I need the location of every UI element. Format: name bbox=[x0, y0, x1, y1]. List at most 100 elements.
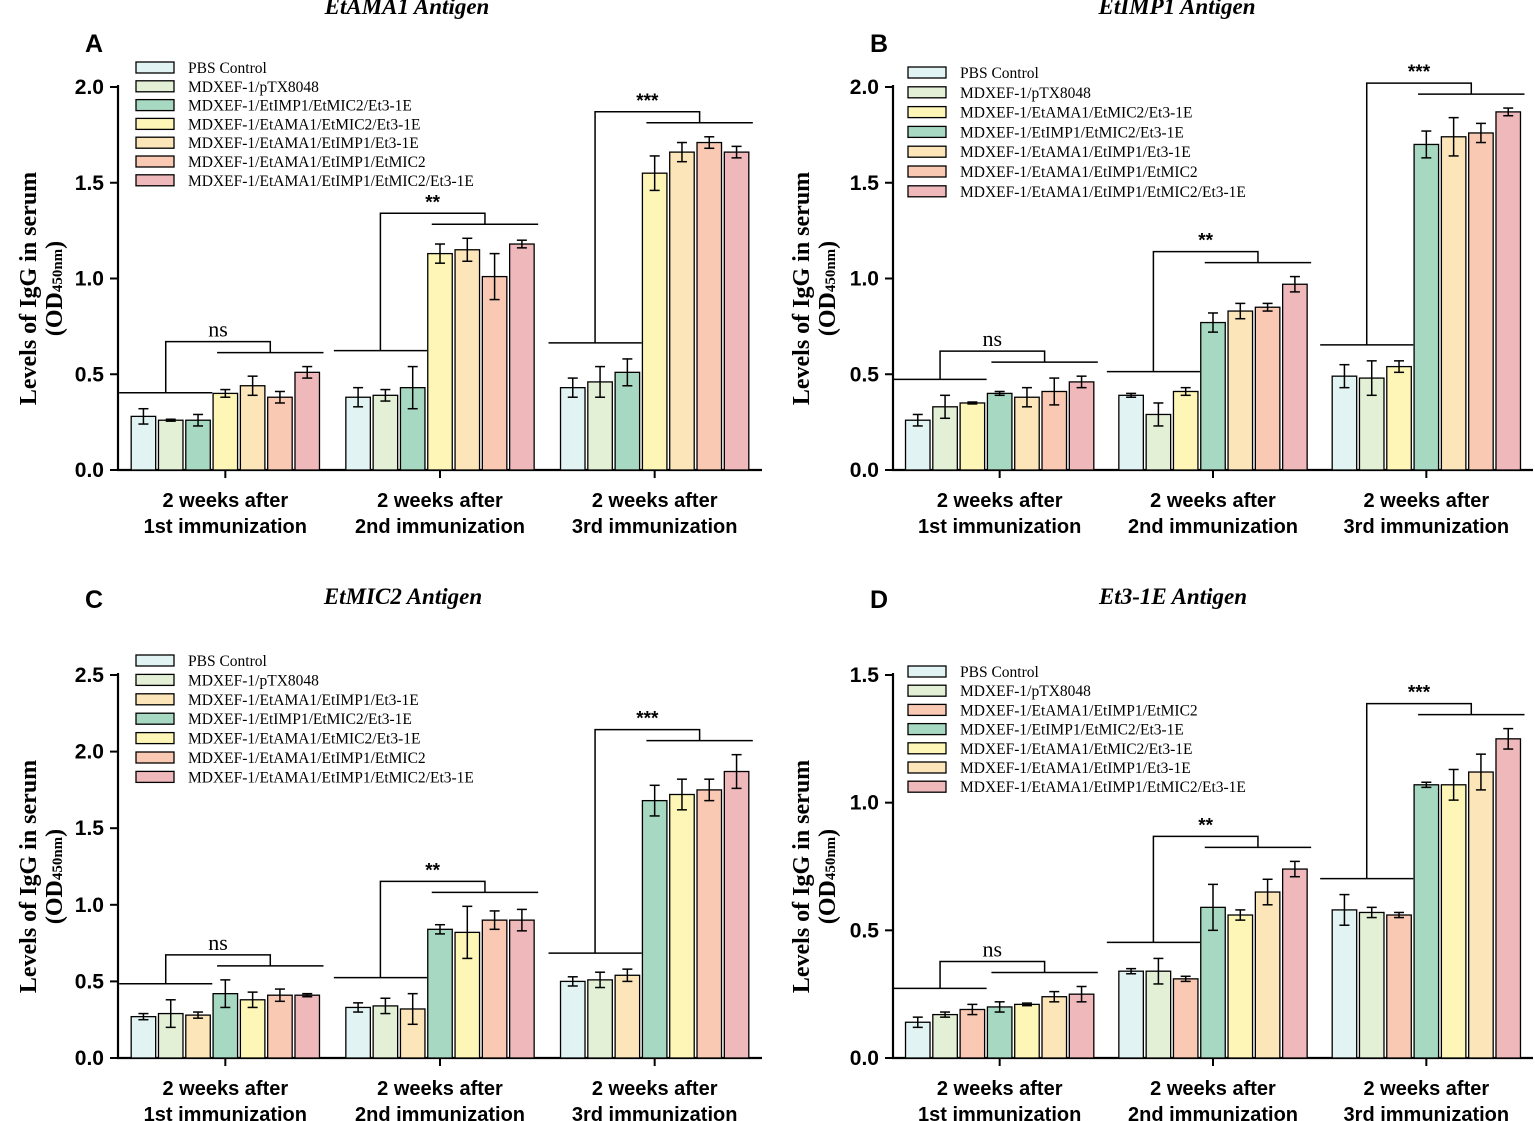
y-axis-label: Levels of IgG in serum bbox=[789, 760, 815, 993]
bar bbox=[986, 392, 1013, 471]
sig-bracket bbox=[1152, 250, 1259, 372]
bar bbox=[723, 770, 750, 1059]
bar bbox=[1227, 914, 1254, 1059]
legend-label: MDXEF-1/EtAMA1/EtMIC2/Et3-1E bbox=[188, 731, 421, 748]
x-tick-label-line2: 3rd immunization bbox=[572, 516, 738, 538]
bar bbox=[587, 979, 613, 1059]
bar bbox=[1440, 784, 1467, 1059]
bar bbox=[696, 141, 723, 471]
x-tick-label-line1: 2 weeks after bbox=[163, 1078, 289, 1100]
legend-swatch bbox=[907, 665, 947, 678]
y-axis-title: Levels of IgG in serum (OD450nm) bbox=[789, 760, 841, 993]
sig-bracket bbox=[379, 880, 486, 978]
legend-label: MDXEF-1/pTX8048 bbox=[188, 79, 319, 96]
bar bbox=[1282, 283, 1308, 471]
y-tick-label: 0.0 bbox=[850, 459, 879, 482]
y-unit-main: (OD bbox=[815, 880, 841, 924]
bar bbox=[1495, 111, 1522, 471]
x-tick-label-line2: 3rd immunization bbox=[572, 1104, 738, 1121]
x-tick-label-line2: 2nd immunization bbox=[355, 516, 525, 538]
x-tick-label-line2: 2nd immunization bbox=[1128, 516, 1298, 538]
bar bbox=[1145, 970, 1172, 1059]
bar bbox=[1118, 394, 1144, 471]
legend-swatch bbox=[135, 174, 175, 187]
y-tick-label: 0.5 bbox=[850, 919, 880, 942]
legend-swatch bbox=[907, 86, 947, 99]
bar bbox=[723, 151, 750, 471]
bar bbox=[986, 1006, 1013, 1059]
bar bbox=[1118, 970, 1144, 1059]
bar bbox=[130, 415, 157, 471]
x-tick-label-line2: 1st immunization bbox=[144, 1104, 307, 1121]
panel-b: B EtIMP1 Antigen Levels of IgG in serum (OD… bbox=[789, 0, 1533, 538]
legend-label: MDXEF-1/EtAMA1/EtIMP1/Et3-1E bbox=[960, 144, 1191, 161]
y-axis-unit: (OD450nm) bbox=[42, 241, 68, 336]
bar bbox=[239, 999, 266, 1059]
bar bbox=[1068, 381, 1095, 471]
panel-letter: A bbox=[85, 30, 103, 58]
y-unit-end: ) bbox=[815, 829, 841, 837]
x-tick-label-line1: 2 weeks after bbox=[1150, 490, 1276, 512]
bar bbox=[1386, 365, 1412, 471]
bar bbox=[669, 793, 695, 1059]
bar bbox=[1331, 909, 1358, 1059]
legend-swatch bbox=[135, 673, 175, 687]
bar bbox=[1440, 136, 1467, 471]
x-tick-label-line1: 2 weeks after bbox=[1364, 1078, 1490, 1100]
legend-swatch bbox=[907, 125, 947, 139]
sig-label: ns bbox=[208, 930, 228, 955]
legend-swatch bbox=[907, 780, 947, 793]
sig-label: ** bbox=[425, 192, 440, 213]
x-tick-label-line2: 3rd immunization bbox=[1344, 516, 1510, 538]
bar bbox=[932, 1013, 958, 1059]
bar bbox=[1014, 1003, 1040, 1059]
x-tick-label-line1: 2 weeks after bbox=[937, 490, 1063, 512]
bar bbox=[508, 243, 535, 471]
y-axis-label: Levels of IgG in serum bbox=[789, 172, 815, 405]
legend-swatch bbox=[135, 136, 175, 149]
y-axis-title: Levels of IgG in serum (OD450nm) bbox=[789, 172, 841, 405]
x-tick-label-line2: 2nd immunization bbox=[1128, 1104, 1298, 1121]
legend-label: PBS Control bbox=[960, 664, 1039, 681]
bar bbox=[508, 919, 535, 1059]
y-tick-label: 0.0 bbox=[850, 1047, 879, 1070]
legend-label: MDXEF-1/EtAMA1/EtIMP1/EtMIC2/Et3-1E bbox=[188, 769, 474, 786]
y-axis-unit: (OD450nm) bbox=[42, 829, 68, 924]
bar bbox=[1495, 738, 1522, 1059]
legend-swatch bbox=[135, 770, 175, 784]
y-unit-sub: 450nm bbox=[50, 248, 66, 292]
legend-label: MDXEF-1/EtIMP1/EtMIC2/Et3-1E bbox=[960, 722, 1184, 739]
bar bbox=[1227, 310, 1254, 471]
panel-title: EtIMP1 Antigen bbox=[1098, 0, 1256, 19]
bar bbox=[1068, 993, 1095, 1059]
legend-swatch bbox=[135, 98, 175, 112]
y-unit-end: ) bbox=[42, 241, 68, 249]
legend-swatch bbox=[135, 751, 175, 764]
bar bbox=[130, 1015, 157, 1059]
bar bbox=[1041, 996, 1068, 1059]
bar bbox=[185, 419, 211, 471]
legend-label: MDXEF-1/EtAMA1/EtIMP1/EtMIC2 bbox=[960, 702, 1198, 719]
y-tick-label: 0.5 bbox=[850, 363, 880, 386]
x-tick-label-line1: 2 weeks after bbox=[163, 490, 289, 512]
y-unit-end: ) bbox=[815, 241, 841, 249]
y-tick-label: 0.5 bbox=[75, 970, 105, 993]
bar bbox=[481, 275, 508, 471]
legend-swatch bbox=[907, 165, 947, 178]
sig-bracket bbox=[939, 960, 1046, 989]
y-unit-main: (OD bbox=[42, 880, 68, 924]
y-axis-label: Levels of IgG in serum bbox=[16, 760, 42, 993]
legend-swatch bbox=[907, 703, 947, 717]
sig-bracket bbox=[939, 350, 1046, 380]
bar bbox=[185, 1014, 211, 1059]
bar bbox=[614, 974, 641, 1059]
y-tick-label: 1.5 bbox=[850, 172, 880, 195]
bar bbox=[372, 394, 399, 471]
x-tick-label-line1: 2 weeks after bbox=[592, 1078, 718, 1100]
panel-c: C EtMIC2 Antigen Levels of IgG in serum (OD… bbox=[16, 584, 762, 1121]
x-tick-label-line2: 3rd immunization bbox=[1344, 1104, 1510, 1121]
bar bbox=[1413, 784, 1440, 1059]
legend-label: MDXEF-1/EtAMA1/EtMIC2/Et3-1E bbox=[960, 105, 1193, 122]
legend-swatch bbox=[907, 66, 947, 79]
